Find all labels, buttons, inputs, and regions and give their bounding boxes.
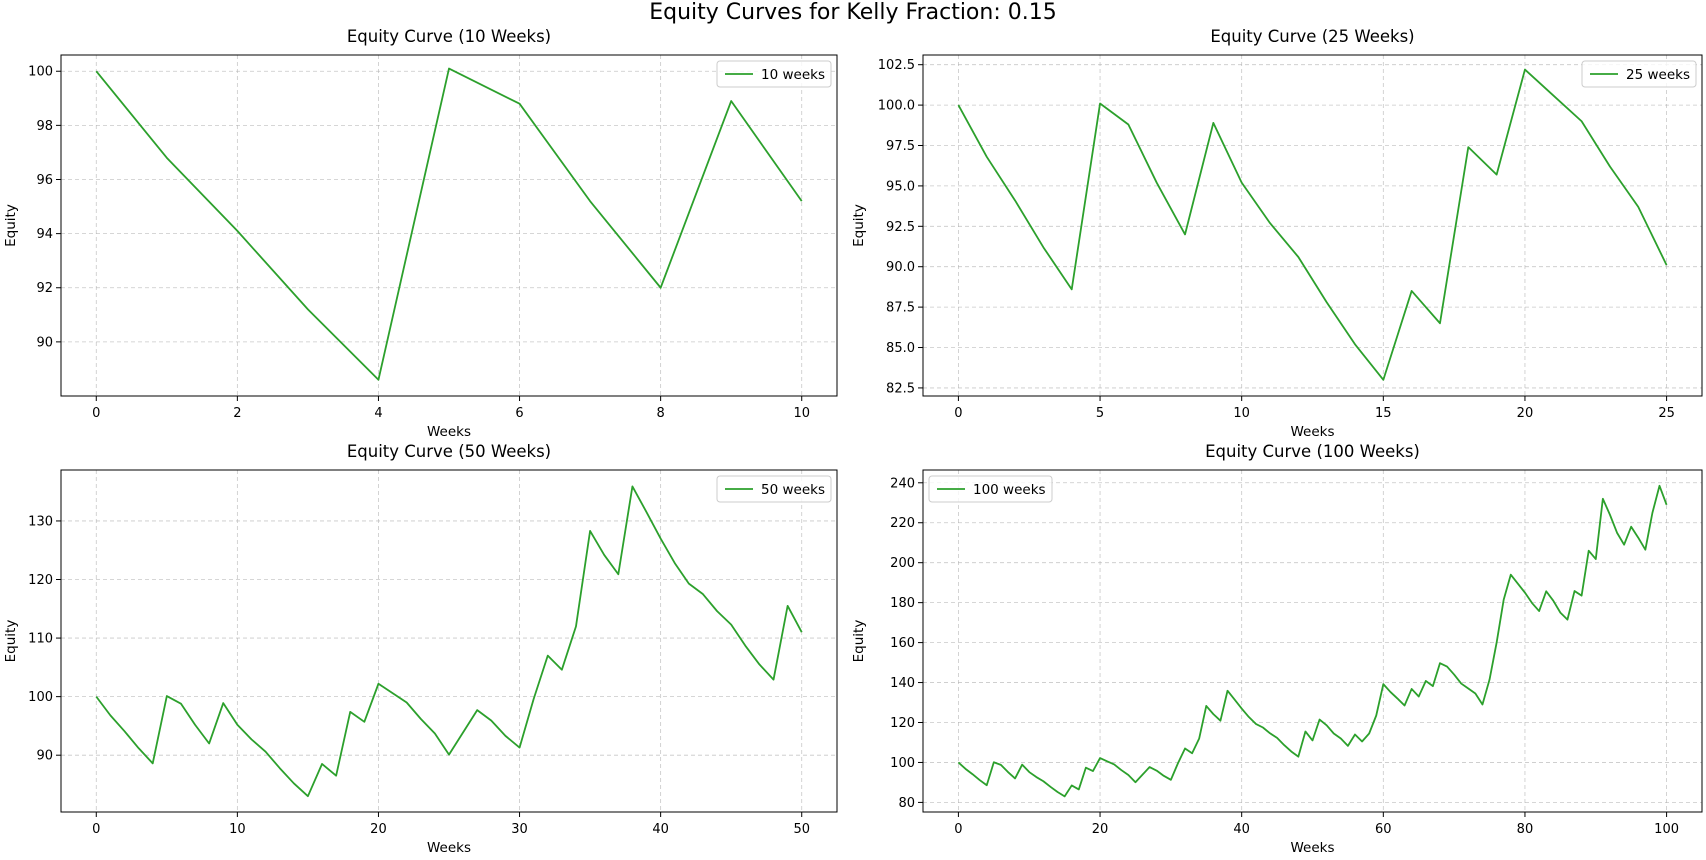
y-tick-label: 110 [28, 632, 53, 647]
y-tick-label: 92.5 [886, 220, 915, 235]
chart-panel-50-weeks: 0 10 20 30 40 50 90 100 110 120 130 Equity Curve (5… [3, 442, 838, 856]
y-tick-label: 220 [890, 516, 915, 531]
x-tick-label: 100 [1654, 822, 1679, 837]
x-tick-label: 20 [1092, 822, 1109, 837]
plot-frame [60, 54, 838, 397]
y-tick-label: 90.0 [886, 260, 915, 275]
y-tick-label: 102.5 [878, 58, 915, 73]
legend-label: 25 weeks [1626, 67, 1690, 83]
y-tick-label: 90 [36, 335, 53, 350]
x-tick-label: 20 [370, 822, 387, 837]
series-line [95, 67, 803, 381]
x-tick-label: 10 [793, 406, 810, 421]
x-axis-label: Weeks [427, 840, 471, 856]
y-tick-label: 98 [36, 119, 53, 134]
x-axis-label: Weeks [427, 424, 471, 440]
x-tick-label: 10 [1233, 406, 1250, 421]
y-tick-label: 87.5 [886, 301, 915, 316]
x-tick-label: 4 [374, 406, 382, 421]
x-axis-label: Weeks [1290, 840, 1334, 856]
plot-frame [922, 54, 1703, 397]
y-tick-label: 100.0 [878, 99, 915, 114]
y-axis-label: Equity [851, 204, 867, 247]
legend-box [716, 60, 832, 88]
y-tick-label: 92 [36, 281, 53, 296]
x-tick-label: 50 [793, 822, 810, 837]
x-tick-label: 80 [1517, 822, 1534, 837]
x-tick-label: 8 [656, 406, 664, 421]
x-tick-label: 0 [92, 822, 100, 837]
legend-label: 10 weeks [761, 67, 825, 83]
figure-suptitle: Equity Curves for Kelly Fraction: 0.15 [649, 0, 1057, 25]
y-tick-label: 96 [36, 173, 53, 188]
legend-box [928, 475, 1053, 503]
y-tick-label: 94 [36, 227, 53, 242]
x-tick-label: 0 [954, 822, 962, 837]
y-tick-label: 97.5 [886, 139, 915, 154]
x-tick-label: 10 [229, 822, 246, 837]
y-axis-label: Equity [3, 620, 19, 663]
chart-title: Equity Curve (100 Weeks) [1205, 442, 1420, 461]
x-tick-label: 2 [233, 406, 241, 421]
chart-title: Equity Curve (25 Weeks) [1210, 27, 1414, 46]
y-tick-label: 120 [890, 716, 915, 731]
chart-panel-10-weeks: 0 2 4 6 8 10 90 92 94 96 98 100 Equity Curve (10 Wee… [3, 27, 838, 440]
y-tick-label: 240 [890, 476, 915, 491]
series-line [95, 485, 803, 798]
y-tick-label: 100 [28, 690, 53, 705]
y-tick-label: 100 [890, 756, 915, 771]
x-tick-label: 20 [1517, 406, 1534, 421]
y-tick-label: 180 [890, 596, 915, 611]
y-tick-label: 140 [890, 676, 915, 691]
y-axis-label: Equity [3, 204, 19, 247]
x-tick-label: 15 [1375, 406, 1392, 421]
legend-label: 50 weeks [761, 482, 825, 498]
x-axis-label: Weeks [1290, 424, 1334, 440]
chart-panel-100-weeks: 0 20 40 60 80 100 80 100 120 140 160 180 200 220 240 Eq… [851, 442, 1703, 856]
x-tick-label: 40 [652, 822, 669, 837]
y-tick-label: 95.0 [886, 179, 915, 194]
x-tick-label: 60 [1375, 822, 1392, 837]
plot-frame [922, 469, 1703, 813]
chart-title: Equity Curve (10 Weeks) [347, 27, 551, 46]
y-tick-label: 100 [28, 65, 53, 80]
chart-title: Equity Curve (50 Weeks) [347, 442, 551, 461]
x-tick-label: 0 [92, 406, 100, 421]
legend-box [716, 475, 832, 503]
chart-panel-25-weeks: 0 5 10 15 20 25 82.5 85.0 87.5 90.0 92.5 95.0 97.5 10… [851, 27, 1703, 440]
x-tick-label: 25 [1658, 406, 1675, 421]
plot-frame [60, 469, 838, 813]
x-tick-label: 5 [1096, 406, 1104, 421]
x-tick-label: 30 [511, 822, 528, 837]
x-tick-label: 6 [515, 406, 523, 421]
legend-box [1581, 60, 1697, 88]
x-tick-label: 40 [1233, 822, 1250, 837]
y-axis-label: Equity [851, 620, 867, 663]
y-tick-label: 82.5 [886, 381, 915, 396]
series-line [957, 484, 1668, 798]
y-tick-label: 80 [898, 796, 915, 811]
y-tick-label: 200 [890, 556, 915, 571]
y-tick-label: 130 [28, 514, 53, 529]
x-tick-label: 0 [954, 406, 962, 421]
series-line [957, 68, 1668, 381]
y-tick-label: 90 [36, 749, 53, 764]
y-tick-label: 85.0 [886, 341, 915, 356]
y-tick-label: 120 [28, 573, 53, 588]
legend-label: 100 weeks [973, 482, 1046, 498]
y-tick-label: 160 [890, 636, 915, 651]
